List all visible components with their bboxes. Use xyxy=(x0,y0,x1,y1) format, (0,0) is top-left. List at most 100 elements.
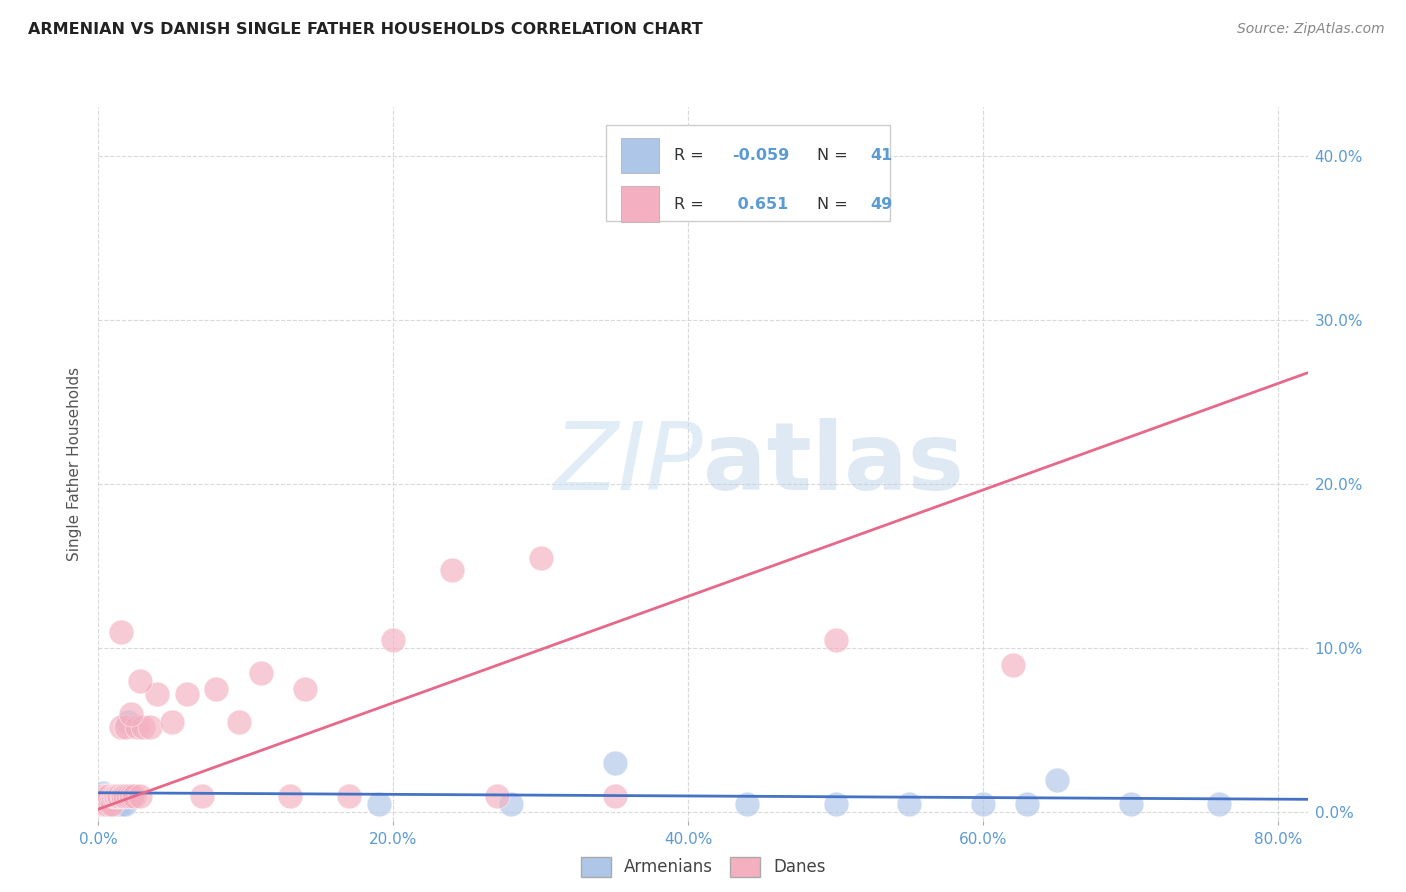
Point xyxy=(89,797,111,812)
Legend: Armenians, Danes: Armenians, Danes xyxy=(574,850,832,884)
Point xyxy=(337,789,360,803)
Point xyxy=(91,797,114,812)
Point xyxy=(101,789,124,803)
Point xyxy=(1001,657,1024,672)
Point xyxy=(441,563,464,577)
Point xyxy=(104,789,127,803)
Point xyxy=(146,687,169,701)
Point xyxy=(117,715,139,730)
Point xyxy=(100,789,122,803)
Text: atlas: atlas xyxy=(703,417,965,510)
Point xyxy=(91,797,114,812)
Point xyxy=(824,633,846,648)
Point xyxy=(485,789,508,803)
Point xyxy=(108,789,131,803)
Point xyxy=(100,797,122,812)
Point xyxy=(501,797,523,812)
Point xyxy=(110,720,132,734)
Point xyxy=(105,789,128,803)
Point xyxy=(117,789,139,803)
Bar xyxy=(621,186,659,222)
Point xyxy=(120,706,142,721)
Point xyxy=(93,797,115,812)
Point xyxy=(104,797,127,812)
Point xyxy=(105,789,128,803)
Point xyxy=(90,797,112,812)
Point xyxy=(89,789,111,803)
Text: Source: ZipAtlas.com: Source: ZipAtlas.com xyxy=(1237,22,1385,37)
Point xyxy=(110,625,132,640)
Point xyxy=(898,797,921,812)
Text: R =: R = xyxy=(673,196,704,211)
Point xyxy=(131,720,153,734)
Text: -0.059: -0.059 xyxy=(733,148,789,163)
Point xyxy=(96,789,118,803)
Point xyxy=(101,789,124,803)
Point xyxy=(98,797,121,812)
Point xyxy=(160,715,183,730)
Point xyxy=(93,797,115,812)
Point xyxy=(205,682,228,697)
Point xyxy=(278,789,301,803)
Point xyxy=(96,797,118,812)
Point xyxy=(98,797,121,812)
Point xyxy=(294,682,316,697)
Point xyxy=(176,687,198,701)
Text: R =: R = xyxy=(673,148,704,163)
Point xyxy=(94,797,117,812)
Point xyxy=(139,720,162,734)
Point xyxy=(530,551,553,566)
Point xyxy=(122,789,145,803)
Point xyxy=(97,797,120,812)
Point xyxy=(96,789,118,803)
Point xyxy=(367,797,389,812)
Y-axis label: Single Father Households: Single Father Households xyxy=(67,367,83,561)
Point xyxy=(120,789,142,803)
Point xyxy=(104,789,127,803)
Bar xyxy=(606,125,890,221)
Text: ARMENIAN VS DANISH SINGLE FATHER HOUSEHOLDS CORRELATION CHART: ARMENIAN VS DANISH SINGLE FATHER HOUSEHO… xyxy=(28,22,703,37)
Point xyxy=(98,789,121,803)
Point xyxy=(97,789,120,803)
Point xyxy=(190,789,212,803)
Point xyxy=(93,789,115,803)
Point xyxy=(125,720,148,734)
Text: 49: 49 xyxy=(870,196,893,211)
Point xyxy=(249,665,271,680)
Point xyxy=(96,797,118,812)
Point xyxy=(692,149,714,163)
Point xyxy=(91,789,114,803)
Point xyxy=(120,789,142,803)
Text: N =: N = xyxy=(817,196,848,211)
Point xyxy=(735,797,758,812)
Point xyxy=(972,797,994,812)
Point xyxy=(1017,797,1039,812)
Point xyxy=(110,789,132,803)
Text: 41: 41 xyxy=(870,148,893,163)
Point xyxy=(112,789,135,803)
Point xyxy=(97,789,120,803)
Point xyxy=(382,633,405,648)
Point xyxy=(114,797,136,812)
Point xyxy=(603,789,626,803)
Point xyxy=(1046,772,1069,787)
Point xyxy=(100,797,122,812)
Point xyxy=(128,674,150,689)
Point xyxy=(128,789,150,803)
Point xyxy=(101,797,124,812)
Point xyxy=(228,715,250,730)
Point xyxy=(108,797,131,812)
Point xyxy=(105,797,128,812)
Point xyxy=(94,789,117,803)
Point xyxy=(115,720,138,734)
Point xyxy=(107,789,129,803)
Point xyxy=(112,789,135,803)
Text: ZIP: ZIP xyxy=(554,418,703,509)
Point xyxy=(91,786,114,800)
Text: 0.651: 0.651 xyxy=(733,196,789,211)
Text: N =: N = xyxy=(817,148,848,163)
Point xyxy=(107,789,129,803)
Point xyxy=(824,797,846,812)
Point xyxy=(94,797,117,812)
Point xyxy=(111,797,134,812)
